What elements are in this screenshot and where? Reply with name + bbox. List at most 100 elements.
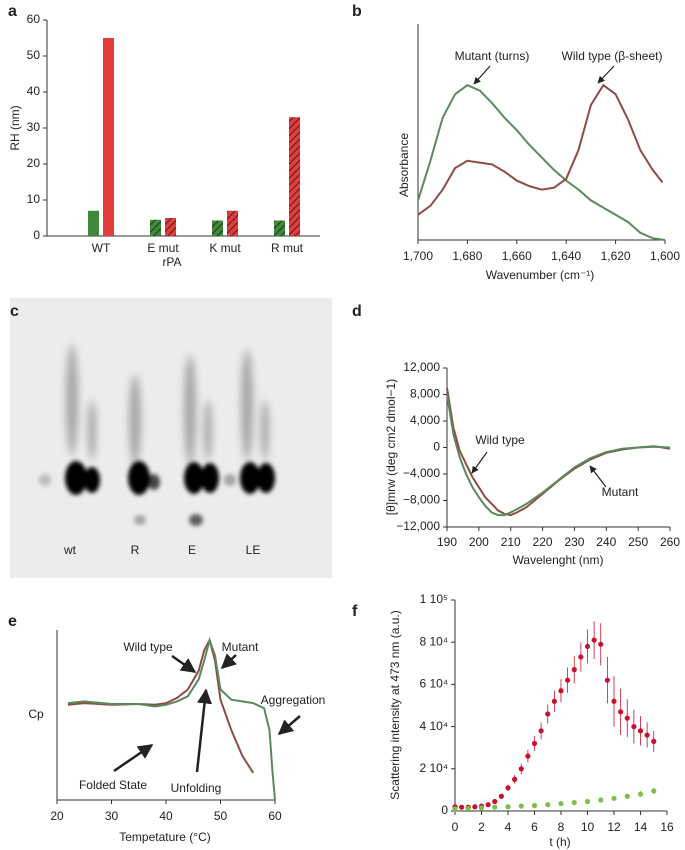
point: [452, 806, 458, 812]
point: [558, 688, 564, 694]
y-tick-label: 8 10⁴: [419, 634, 448, 648]
panel-label: d: [352, 303, 362, 320]
bar-hatch: [150, 219, 161, 236]
annotation: Wild type: [475, 433, 525, 447]
x-tick-label: 12: [607, 820, 621, 834]
y-tick-label: 8,000: [410, 387, 440, 401]
point: [492, 804, 498, 810]
point: [591, 637, 597, 643]
annotation: Mutant: [222, 640, 259, 654]
annotation-arrow: [597, 65, 615, 84]
y-tick-label: 4,000: [410, 413, 440, 427]
x-tick-label: 1,660: [502, 249, 532, 263]
y-tick-label: 2 10⁴: [419, 761, 448, 775]
point: [505, 785, 511, 791]
x-tick-label: 260: [660, 535, 680, 549]
panel-label: a: [8, 3, 17, 20]
x-axis-label: Wavelenght (nm): [513, 553, 604, 567]
x-tick-label: 8: [558, 820, 565, 834]
x-tick-label: 1,680: [452, 249, 482, 263]
point: [525, 753, 531, 759]
y-tick-label: 50: [27, 48, 41, 62]
panel-label: e: [8, 613, 17, 630]
point: [472, 804, 478, 810]
x-tick-label: 210: [501, 535, 521, 549]
point: [531, 740, 538, 747]
x-tick-label: 50: [214, 809, 228, 823]
y-axis-label: Absorbance: [397, 133, 411, 197]
y-tick-label: 12,000: [403, 360, 440, 374]
x-axis-label: Wavenumber (cm⁻¹): [486, 268, 595, 282]
annotation-arrow: [171, 654, 197, 674]
y-tick-label: 1 10⁵: [420, 592, 448, 606]
x-axis-label: rPA: [162, 255, 181, 269]
annotation-arrow: [471, 451, 488, 474]
point: [618, 709, 624, 715]
x-tick-label: WT: [92, 241, 111, 255]
point: [512, 776, 518, 782]
line: [417, 84, 666, 241]
y-axis-label: Cp: [28, 707, 44, 721]
point: [498, 793, 504, 799]
x-tick-label: 230: [564, 535, 584, 549]
y-tick-label: 40: [27, 84, 41, 98]
panel-label: f: [352, 603, 358, 620]
y-tick-label: 30: [27, 120, 41, 134]
annotation-arrow: [473, 65, 491, 85]
point: [545, 802, 551, 808]
point: [584, 643, 591, 650]
panel-label: b: [352, 3, 362, 20]
annotation: Aggregation: [261, 693, 326, 707]
x-tick-label: 190: [437, 535, 457, 549]
lane-label: R: [131, 543, 140, 557]
point: [604, 677, 610, 683]
annotation: Mutant (turns): [455, 49, 530, 63]
x-tick-label: 14: [634, 820, 648, 834]
point: [571, 799, 577, 806]
bar-hatch: [227, 210, 238, 236]
y-tick-label: 0: [33, 228, 40, 242]
x-axis-label: t (h): [549, 835, 570, 849]
point: [624, 715, 630, 721]
point: [624, 793, 630, 799]
point: [598, 797, 604, 803]
point: [598, 641, 604, 647]
x-tick-label: 40: [159, 809, 173, 823]
point: [492, 798, 498, 805]
line: [417, 83, 664, 216]
point: [644, 732, 650, 738]
x-tick-label: 0: [452, 820, 459, 834]
point: [558, 801, 564, 807]
y-axis-label: [θ]mrw (deg cm2 dmol−1): [384, 379, 398, 515]
y-tick-label: −4,000: [403, 466, 440, 480]
point: [518, 803, 524, 809]
point: [459, 804, 465, 810]
x-tick-label: 1,620: [601, 249, 631, 263]
bar: [88, 210, 99, 236]
point: [545, 711, 551, 717]
point: [571, 667, 577, 673]
x-tick-label: 10: [581, 820, 595, 834]
x-tick-label: 6: [531, 820, 538, 834]
bar: [103, 38, 114, 236]
x-tick-label: 200: [469, 535, 489, 549]
point: [651, 788, 657, 794]
point: [478, 805, 485, 811]
annotation-arrow: [195, 688, 212, 773]
point: [505, 804, 511, 810]
x-tick-label: 250: [628, 535, 648, 549]
x-tick-label: 4: [505, 820, 512, 834]
x-tick-label: 16: [660, 820, 674, 834]
y-axis-label: RH (nm): [8, 105, 22, 150]
x-tick-label: 1,600: [650, 249, 680, 263]
point: [531, 802, 538, 809]
x-tick-label: R mut: [271, 241, 304, 255]
y-tick-label: 10: [27, 192, 41, 206]
bar-hatch: [212, 220, 223, 236]
point: [538, 728, 544, 734]
gel-image: [10, 298, 332, 578]
annotation: Folded State: [79, 778, 147, 792]
x-tick-label: 2: [478, 820, 485, 834]
